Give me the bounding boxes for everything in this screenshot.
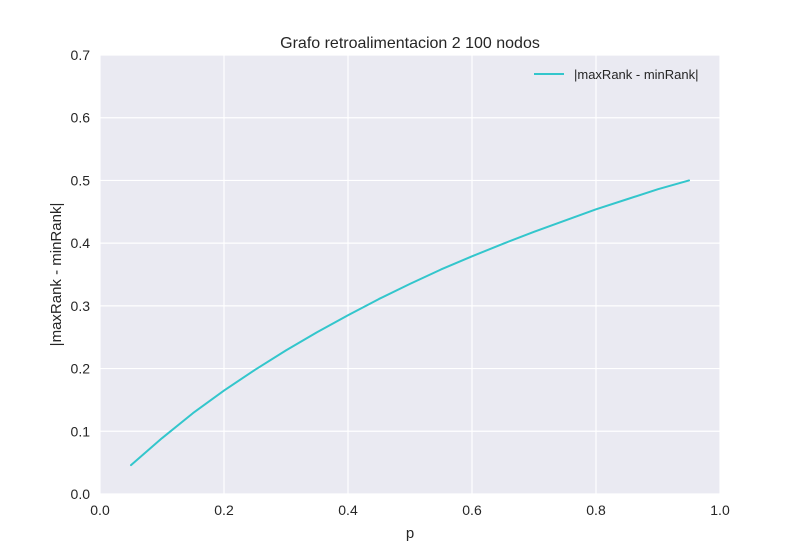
x-tick-label: 0.0 [90, 502, 110, 518]
y-axis-label: |maxRank - minRank| [48, 203, 65, 347]
y-tick-label: 0.6 [71, 110, 91, 126]
legend-entry-label: |maxRank - minRank| [574, 67, 699, 82]
x-tick-label: 0.6 [462, 502, 482, 518]
x-tick-label: 0.4 [338, 502, 358, 518]
y-tick-label: 0.7 [71, 47, 91, 63]
y-tick-label: 0.1 [71, 423, 91, 439]
x-tick-label: 0.8 [586, 502, 606, 518]
y-tick-label: 0.4 [71, 235, 91, 251]
series-lines [130, 179, 690, 467]
x-tick-label: 1.0 [710, 502, 730, 518]
x-axis-ticks: 0.0 0.2 0.4 0.6 0.8 1.0 [90, 502, 730, 518]
grid-lines [99, 54, 721, 495]
series-line-0 [130, 179, 690, 467]
chart-title: Grafo retroalimentacion 2 100 nodos [280, 35, 540, 52]
plot-area [100, 55, 720, 494]
y-tick-label: 0.3 [71, 298, 91, 314]
y-tick-label: 0.5 [71, 172, 91, 188]
y-tick-label: 0.2 [71, 361, 91, 377]
y-axis-ticks: 0.0 0.1 0.2 0.3 0.4 0.5 0.6 0.7 [71, 47, 91, 502]
y-tick-label: 0.0 [71, 486, 91, 502]
x-axis-label: p [406, 525, 414, 542]
legend: |maxRank - minRank| [534, 67, 699, 82]
x-tick-label: 0.2 [214, 502, 234, 518]
